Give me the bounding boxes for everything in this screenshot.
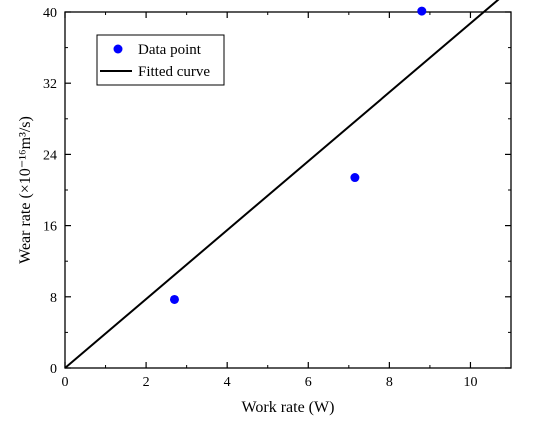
y-tick-label: 8 (50, 291, 57, 306)
y-tick-label: 32 (43, 77, 57, 92)
x-tick-label: 4 (224, 375, 231, 390)
data-point (169, 294, 179, 304)
y-axis-title: Wear rate (×10⁻¹⁶m³/s) (17, 116, 34, 264)
legend-box (96, 34, 225, 86)
y-tick-label: 24 (43, 148, 57, 163)
x-axis-title: Work rate (W) (242, 399, 335, 416)
y-tick-label: 16 (43, 220, 57, 235)
fitted-curve-line (64, 0, 500, 369)
legend-label-data-point: Data point (138, 42, 202, 58)
legend-marker-data-point (113, 44, 123, 54)
x-tick-label: 8 (386, 375, 393, 390)
x-tick-label: 10 (463, 375, 477, 390)
y-tick-label: 0 (50, 362, 57, 377)
data-point (350, 173, 360, 183)
chart-marks (64, 0, 500, 369)
legend: Data point Fitted curve (96, 34, 225, 86)
legend-label-fitted-curve: Fitted curve (138, 64, 210, 80)
data-point (417, 6, 427, 16)
x-tick-label: 6 (305, 375, 312, 390)
x-tick-label: 0 (62, 375, 69, 390)
x-tick-label: 2 (143, 375, 150, 390)
y-tick-label: 40 (43, 6, 57, 21)
